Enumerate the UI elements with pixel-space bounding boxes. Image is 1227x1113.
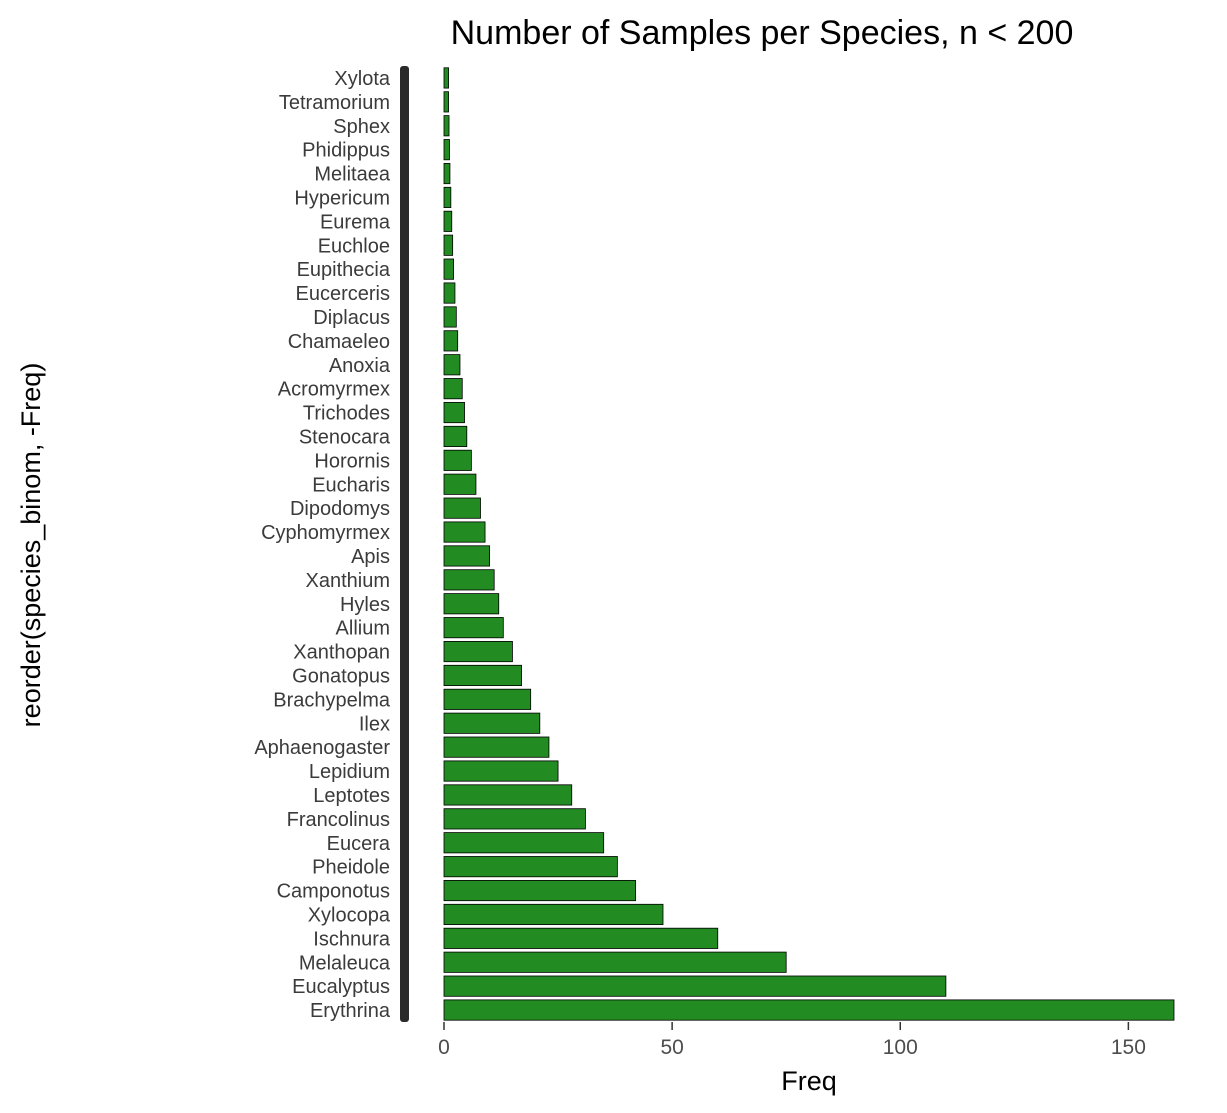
bar — [443, 497, 481, 519]
category-label: Diplacus — [313, 307, 390, 329]
category-label: Ilex — [359, 713, 390, 735]
category-label: Tetramorium — [279, 92, 390, 114]
bar — [443, 521, 486, 543]
category-label: Francolinus — [287, 809, 390, 831]
bar — [443, 975, 947, 997]
bar — [443, 91, 449, 113]
bar — [443, 234, 454, 256]
bar — [443, 186, 452, 208]
category-label: Phidippus — [302, 140, 390, 162]
category-label: Xylota — [334, 68, 390, 90]
category-label: Hypericum — [294, 187, 390, 209]
x-tick-label: 0 — [438, 1036, 450, 1059]
bar-group — [443, 67, 1175, 1021]
category-label: Melitaea — [314, 164, 390, 186]
category-label: Aphaenogaster — [254, 737, 390, 759]
category-label: Brachypelma — [273, 689, 391, 711]
bar — [443, 784, 573, 806]
category-label-group: ErythrinaEucalyptusMelaleucaIschnuraXylo… — [254, 68, 391, 1022]
category-label: Lepidium — [309, 761, 390, 783]
bar — [443, 808, 586, 830]
category-label: Xylocopa — [308, 904, 391, 926]
category-label: Melaleuca — [299, 952, 391, 974]
y-axis-title: reorder(species_binom, -Freq) — [16, 363, 46, 728]
y-axis-tick-band — [400, 66, 409, 1022]
category-label: Eurema — [320, 211, 391, 233]
bar — [443, 258, 454, 280]
bar — [443, 401, 465, 424]
bar — [443, 545, 491, 567]
bar — [443, 449, 472, 471]
category-label: Chamaeleo — [288, 331, 390, 353]
x-axis-ticks: 0 50 100 150 — [438, 1022, 1146, 1059]
bar — [443, 951, 787, 973]
bar — [443, 139, 450, 161]
category-label: Allium — [336, 618, 390, 640]
category-label: Dipodomys — [290, 498, 390, 520]
x-tick-label: 50 — [660, 1036, 683, 1059]
bar — [443, 115, 450, 137]
bar — [443, 593, 500, 615]
category-label: Ischnura — [313, 928, 391, 950]
bar — [443, 67, 449, 89]
category-label: Eucera — [327, 833, 391, 855]
x-tick-label: 100 — [883, 1036, 918, 1059]
bar — [443, 473, 477, 495]
x-tick-label: 150 — [1111, 1036, 1146, 1059]
x-axis-title: Freq — [781, 1066, 837, 1096]
category-label: Eucharis — [312, 474, 390, 496]
bar — [443, 378, 463, 400]
category-label: Erythrina — [310, 1000, 391, 1022]
category-label: Acromyrmex — [278, 379, 390, 401]
bar — [443, 688, 532, 710]
bar — [443, 760, 559, 782]
category-label: Cyphomyrmex — [261, 522, 390, 544]
category-label: Eucerceris — [296, 283, 390, 305]
category-label: Camponotus — [277, 881, 390, 903]
category-label: Xanthium — [306, 570, 391, 592]
category-label: Gonatopus — [292, 665, 390, 687]
bar — [443, 856, 618, 878]
category-label: Trichodes — [303, 403, 390, 425]
category-label: Apis — [351, 546, 390, 568]
bar — [443, 306, 457, 328]
category-label: Stenocara — [299, 426, 391, 448]
bar — [443, 879, 637, 902]
bar — [443, 210, 453, 232]
category-label: Pheidole — [312, 857, 390, 879]
category-label: Eucalyptus — [292, 976, 390, 998]
category-label: Leptotes — [313, 785, 390, 807]
chart-title: Number of Samples per Species, n < 200 — [451, 14, 1074, 52]
bar — [443, 999, 1175, 1021]
category-label: Horornis — [314, 450, 390, 472]
category-label: Anoxia — [329, 355, 391, 377]
bar — [443, 664, 522, 686]
category-label: Eupithecia — [297, 259, 391, 281]
bar — [443, 832, 605, 854]
category-label: Xanthopan — [293, 642, 390, 664]
bar — [443, 282, 456, 304]
bar — [443, 927, 719, 949]
bar — [443, 617, 504, 639]
bar — [443, 354, 461, 376]
bar — [443, 569, 495, 591]
bar — [443, 330, 459, 352]
category-label: Hyles — [340, 594, 390, 616]
bar — [443, 640, 513, 663]
category-label: Sphex — [333, 116, 390, 138]
bar — [443, 903, 664, 925]
bar — [443, 425, 468, 448]
bar — [443, 162, 451, 185]
bar — [443, 712, 541, 734]
category-label: Euchloe — [318, 235, 390, 257]
bar — [443, 736, 550, 758]
